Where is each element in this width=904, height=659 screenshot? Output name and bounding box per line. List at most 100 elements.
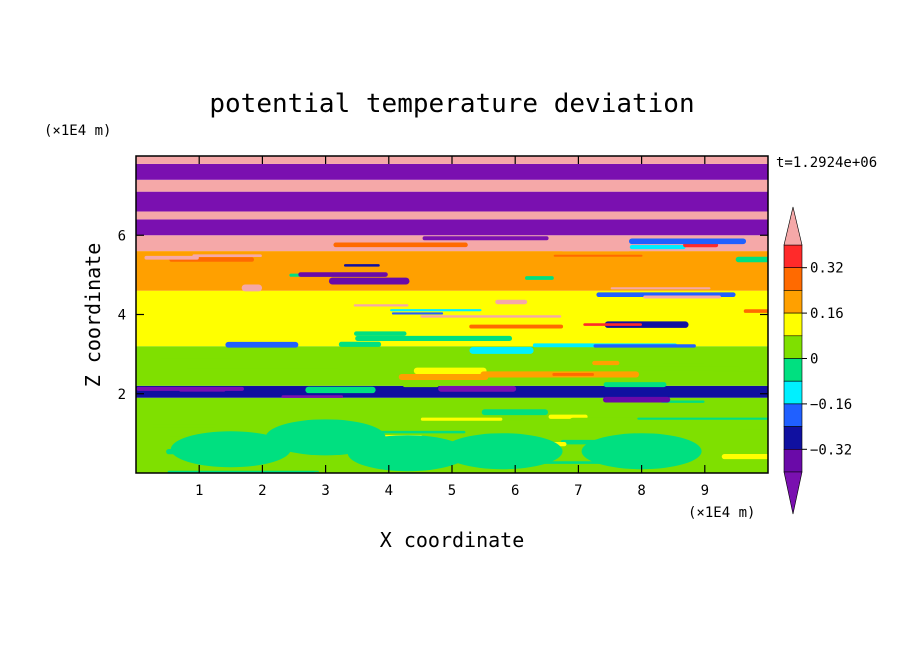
- time-label: t=1.2924e+06: [776, 155, 877, 171]
- y-tick-label: 2: [118, 387, 126, 403]
- x-tick-label: 5: [448, 483, 456, 499]
- colorbar-label: 0.16: [810, 306, 844, 322]
- contour-streak: [343, 264, 380, 267]
- contour-streak: [593, 344, 696, 348]
- contour-streak: [241, 284, 263, 292]
- x-tick-label: 1: [195, 483, 203, 499]
- colorbar-segment: [783, 448, 803, 473]
- contour-streak: [363, 430, 466, 434]
- colorbar-label: −0.32: [810, 442, 852, 458]
- contour-streak: [183, 368, 340, 374]
- contour-streak: [660, 400, 705, 403]
- y-unit-label: (×1E4 m): [44, 123, 111, 139]
- y-axis-ticks: 2 4 6: [118, 228, 768, 403]
- contour-streak: [333, 242, 468, 248]
- contour-eddy: [442, 433, 563, 470]
- colorbar-segment: [783, 244, 803, 269]
- contour-streak: [548, 414, 588, 419]
- contour-streak: [305, 386, 376, 394]
- contour-band: [136, 179, 768, 192]
- contour-streak: [338, 341, 382, 347]
- contour-band: [136, 219, 768, 236]
- x-tick-label: 8: [637, 483, 645, 499]
- colorbar-segment: [783, 380, 803, 405]
- colorbar-under-arrow: [783, 471, 803, 515]
- contour-streak: [469, 324, 564, 329]
- x-axis-label: X coordinate: [380, 528, 525, 552]
- contour-streak: [420, 417, 503, 421]
- contour-streak: [721, 453, 768, 460]
- contour-streak: [438, 385, 517, 392]
- contour-streak: [481, 409, 548, 416]
- contour-streak: [637, 417, 768, 420]
- contour-streak: [355, 335, 513, 341]
- contour-streak: [179, 389, 226, 392]
- contour-streak: [604, 321, 689, 328]
- contour-streak: [610, 366, 740, 371]
- contour-streak: [740, 429, 768, 435]
- contour-streak: [552, 373, 594, 376]
- contour-streak: [420, 315, 562, 318]
- colorbar-label: 0: [810, 352, 818, 368]
- colorbar-label: −0.16: [810, 397, 852, 413]
- contour-streak: [398, 374, 489, 380]
- contour-streak: [354, 331, 407, 336]
- contour-streak: [469, 347, 534, 354]
- colorbar-segment: [783, 267, 803, 291]
- y-axis-label: Z coordinate: [81, 243, 105, 388]
- contour-streak: [225, 341, 299, 348]
- y-tick-label: 4: [118, 308, 126, 324]
- contour-streak: [603, 382, 667, 388]
- contour-streak: [743, 309, 768, 313]
- x-unit-label: (×1E4 m): [688, 505, 755, 521]
- contour-streak: [583, 323, 643, 326]
- x-tick-label: 7: [574, 483, 582, 499]
- contour-streak: [495, 299, 528, 305]
- contour-streak: [402, 381, 440, 388]
- contour-streak: [525, 276, 554, 280]
- colorbar-segment: [783, 312, 803, 337]
- chart-title: potential temperature deviation: [209, 89, 694, 119]
- contour-streak: [592, 360, 620, 366]
- contour-streak: [151, 424, 217, 428]
- contour-streak: [629, 238, 747, 245]
- contour-streak: [413, 367, 487, 375]
- colorbar: 0.32 0.16 0 −0.16 −0.32: [783, 206, 852, 515]
- contour-streak: [390, 309, 482, 312]
- contour-eddy: [265, 419, 386, 456]
- contour-band: [136, 191, 768, 212]
- contour-streak: [391, 312, 444, 315]
- contour-band: [136, 385, 768, 398]
- contour-eddy: [581, 433, 702, 470]
- contour-streak: [560, 246, 631, 252]
- colorbar-segment: [783, 403, 803, 427]
- contour-band: [136, 211, 768, 220]
- colorbar-segment: [783, 290, 803, 314]
- contour-streak: [735, 256, 768, 263]
- colorbar-segment: [783, 335, 803, 359]
- colorbar-over-arrow: [783, 206, 803, 246]
- contour-streak: [643, 295, 721, 299]
- x-tick-label: 2: [258, 483, 266, 499]
- contour-streak: [144, 255, 199, 260]
- x-tick-label: 6: [511, 483, 519, 499]
- contour-streak: [660, 359, 706, 364]
- contour-streak: [192, 254, 262, 258]
- contour-eddy: [170, 431, 291, 468]
- x-tick-label: 9: [701, 483, 709, 499]
- colorbar-segment: [783, 426, 803, 450]
- contour-field: [136, 156, 768, 473]
- x-tick-label: 3: [321, 483, 329, 499]
- contour-band: [136, 163, 768, 180]
- contour-streak: [422, 236, 549, 241]
- x-tick-label: 4: [385, 483, 393, 499]
- contour-streak: [553, 254, 643, 257]
- contour-streak: [298, 272, 388, 277]
- contour-streak: [683, 243, 719, 248]
- contour-streak: [281, 395, 344, 398]
- colorbar-segment: [783, 358, 803, 382]
- contour-streak: [629, 245, 686, 250]
- contour-streak: [610, 287, 711, 290]
